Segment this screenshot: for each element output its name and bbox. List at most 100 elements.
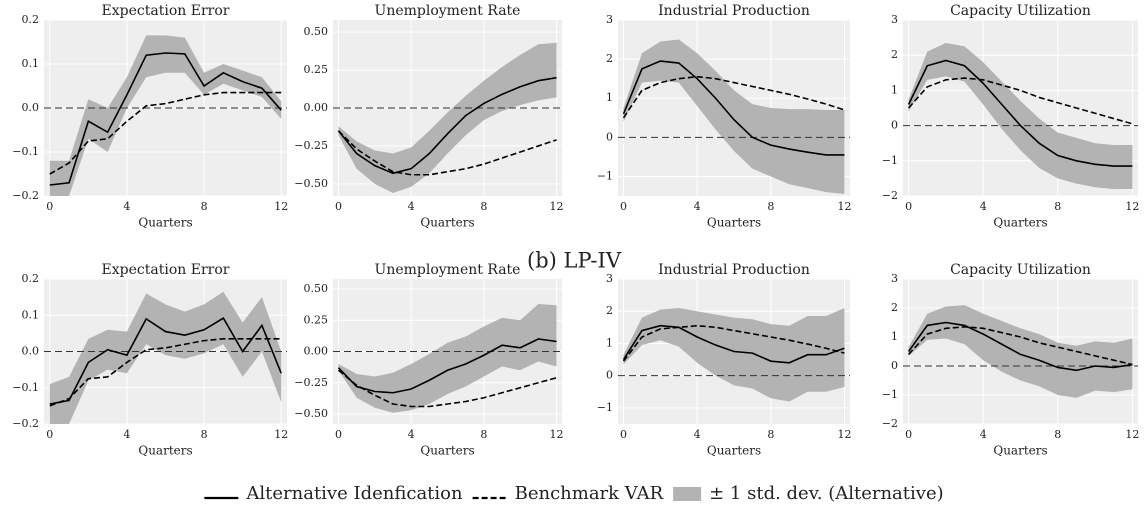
error-band xyxy=(49,291,282,424)
x-tick-label: 4 xyxy=(123,428,130,441)
y-tick-label: −0.1 xyxy=(12,381,39,394)
y-tick-label: −1 xyxy=(882,388,898,401)
y-tick-label: 3 xyxy=(606,272,613,285)
y-tick-label: 0.2 xyxy=(22,13,40,26)
y-tick-label: 0.25 xyxy=(304,313,329,326)
x-tick-label: 4 xyxy=(980,200,987,213)
legend-swatch xyxy=(673,487,702,501)
chart-title: Expectation Error xyxy=(102,262,230,278)
series-line xyxy=(622,324,845,364)
x-axis-label: Quarters xyxy=(707,216,761,230)
legend-label: Alternative Idenfication xyxy=(245,483,463,504)
x-tick-label: 0 xyxy=(335,428,342,441)
chart-title: Capacity Utilization xyxy=(950,262,1091,278)
y-tick-label: 2 xyxy=(606,52,613,65)
y-tick-label: 1 xyxy=(891,83,898,96)
series-line xyxy=(337,76,557,175)
y-tick-label: 0 xyxy=(891,119,898,132)
x-tick-label: 12 xyxy=(550,428,564,441)
series-line xyxy=(622,75,845,119)
y-tick-label: −0.25 xyxy=(294,376,328,389)
plot-area xyxy=(333,42,562,193)
x-tick-label: 8 xyxy=(480,428,487,441)
chart-title: Capacity Utilization xyxy=(950,3,1091,19)
y-tick-label: 1 xyxy=(606,336,613,349)
x-tick-label: 8 xyxy=(201,200,208,213)
y-tick-label: 0.0 xyxy=(22,101,40,114)
x-tick-label: 12 xyxy=(550,200,564,213)
x-tick-label: 0 xyxy=(335,200,342,213)
plot-area xyxy=(618,308,850,402)
series-line xyxy=(49,91,282,175)
x-tick-label: 4 xyxy=(408,428,415,441)
x-tick-label: 0 xyxy=(905,200,912,213)
series-line xyxy=(622,60,845,156)
panel: −0.2 −0.1 0.0 0.1 0.2 0 4 8 12 Expectation Error Q… xyxy=(12,262,288,458)
y-tick-label: 0.00 xyxy=(304,345,329,358)
y-tick-label: 0.50 xyxy=(304,282,329,295)
panel: −0.2 −0.1 0.0 0.1 0.2 0 4 8 12 Expectation Error Q… xyxy=(12,3,288,230)
x-axis-label: Quarters xyxy=(420,216,474,230)
x-axis-label: Quarters xyxy=(138,216,192,230)
plot-area xyxy=(333,304,562,413)
x-axis-label: Quarters xyxy=(707,444,761,458)
x-axis-label: Quarters xyxy=(420,444,474,458)
chart-title: Expectation Error xyxy=(102,3,230,19)
y-tick-label: 0.1 xyxy=(22,57,40,70)
y-tick-label: 1 xyxy=(891,330,898,343)
plot-area xyxy=(618,39,850,195)
legend-label: Benchmark VAR xyxy=(515,483,664,504)
x-tick-label: 0 xyxy=(905,428,912,441)
y-tick-label: 3 xyxy=(891,13,898,26)
y-tick-label: 0.25 xyxy=(304,63,329,76)
plot-area xyxy=(903,42,1138,189)
x-tick-label: 0 xyxy=(620,428,627,441)
error-band xyxy=(623,308,845,402)
error-band xyxy=(338,42,557,193)
x-tick-label: 12 xyxy=(274,200,288,213)
y-tick-label: 0.50 xyxy=(304,25,329,38)
y-tick-label: 1 xyxy=(606,91,613,104)
y-tick-label: 2 xyxy=(891,48,898,61)
y-tick-label: −1 xyxy=(882,154,898,167)
x-tick-label: 8 xyxy=(1054,200,1061,213)
panel: −0.50 −0.25 0.00 0.25 0.50 0 4 8 12 Unemployment … xyxy=(294,3,563,230)
figure-label: (b) LP-IV xyxy=(527,249,622,273)
plot-area xyxy=(903,305,1138,398)
series-line xyxy=(49,52,282,186)
x-tick-label: 0 xyxy=(46,200,53,213)
y-tick-label: 0.00 xyxy=(304,101,329,114)
y-tick-label: 0 xyxy=(606,130,613,143)
x-axis-label: Quarters xyxy=(993,444,1047,458)
x-tick-label: 8 xyxy=(201,428,208,441)
x-axis-label: Quarters xyxy=(993,216,1047,230)
legend-label: ± 1 std. dev. (Alternative) xyxy=(709,483,944,504)
x-axis-label: Quarters xyxy=(138,444,192,458)
x-tick-label: 8 xyxy=(767,200,774,213)
x-tick-label: 12 xyxy=(837,200,851,213)
y-tick-label: 0.0 xyxy=(22,345,40,358)
y-tick-label: −0.50 xyxy=(294,407,328,420)
x-tick-label: 4 xyxy=(123,200,130,213)
y-tick-label: 2 xyxy=(606,304,613,317)
series-line xyxy=(49,317,282,405)
x-tick-label: 8 xyxy=(480,200,487,213)
y-tick-label: 0 xyxy=(606,369,613,382)
chart-title: Industrial Production xyxy=(658,262,810,278)
y-tick-label: 3 xyxy=(606,13,613,26)
x-tick-label: 4 xyxy=(694,428,701,441)
y-tick-label: −1 xyxy=(597,401,613,414)
panel: −0.50 −0.25 0.00 0.25 0.50 0 4 8 12 Unemployment … xyxy=(294,262,563,458)
chart-title: Industrial Production xyxy=(658,3,810,19)
x-tick-label: 12 xyxy=(1125,200,1139,213)
series-line xyxy=(337,369,557,408)
x-tick-label: 8 xyxy=(767,428,774,441)
series-line xyxy=(622,324,845,362)
y-tick-label: 0.1 xyxy=(22,308,40,321)
series-line xyxy=(49,338,282,407)
x-tick-label: 8 xyxy=(1054,428,1061,441)
